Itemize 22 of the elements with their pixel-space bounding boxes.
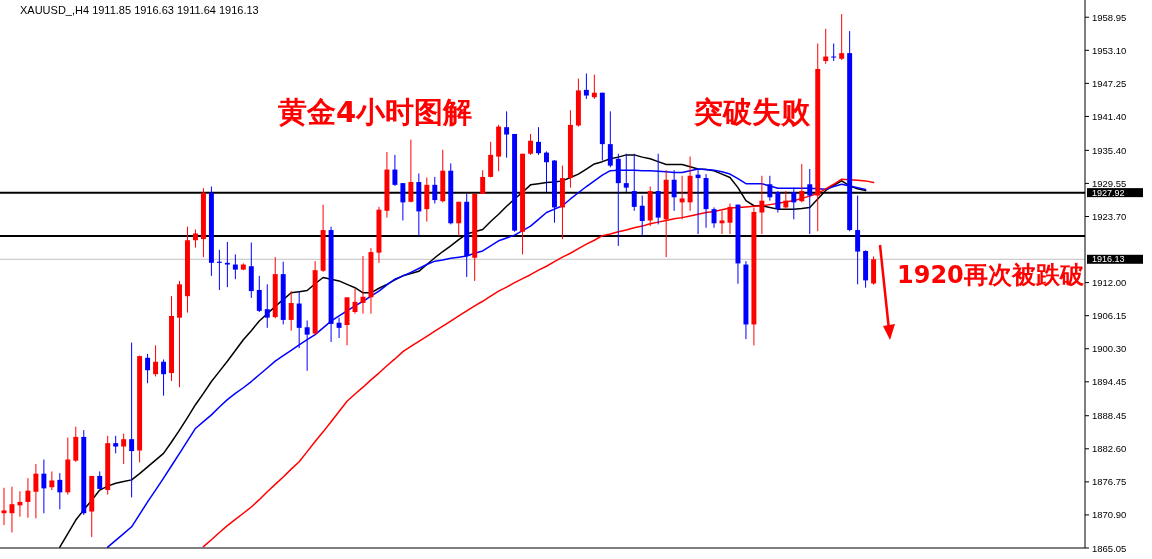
- y-tick-label: 1900.30: [1092, 343, 1127, 355]
- y-tick-label: 1953.10: [1092, 44, 1127, 56]
- y-tick-label: 1941.40: [1092, 110, 1127, 122]
- annotation: 黄金4小时图解: [277, 95, 473, 129]
- ref-line-label: 1916.13: [1092, 254, 1125, 265]
- annotation: 突破失败: [693, 95, 811, 129]
- y-tick-label: 1929.55: [1092, 177, 1127, 189]
- chart-title: XAUUSD_,H4 1911.85 1916.63 1911.64 1916.13: [20, 4, 259, 16]
- ref-line-label: 1927.92: [1092, 187, 1125, 198]
- y-tick-label: 1870.90: [1092, 509, 1127, 521]
- y-tick-label: 1935.40: [1092, 144, 1127, 156]
- y-tick-label: 1882.60: [1092, 443, 1127, 455]
- y-tick-label: 1923.70: [1092, 210, 1127, 222]
- y-tick-label: 1912.00: [1092, 277, 1127, 289]
- y-tick-label: 1876.75: [1092, 476, 1127, 488]
- y-tick-label: 1888.45: [1092, 410, 1127, 422]
- annotation: 1920再次被跌破: [897, 261, 1085, 289]
- y-tick-label: 1865.05: [1092, 542, 1127, 554]
- y-tick-label: 1906.15: [1092, 310, 1127, 322]
- y-tick-label: 1894.45: [1092, 376, 1127, 388]
- y-tick-label: 1947.25: [1092, 77, 1127, 89]
- y-tick-label: 1958.95: [1092, 11, 1127, 23]
